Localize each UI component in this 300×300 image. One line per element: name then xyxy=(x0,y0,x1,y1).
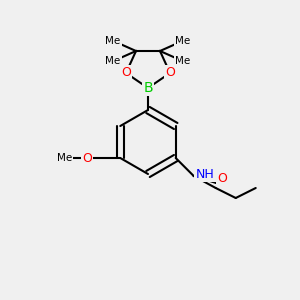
Text: Me: Me xyxy=(105,36,121,46)
Text: O: O xyxy=(121,67,131,80)
Text: O: O xyxy=(217,172,227,185)
Text: Me: Me xyxy=(176,56,190,66)
Text: O: O xyxy=(82,152,92,164)
Text: NH: NH xyxy=(196,167,214,181)
Text: Me: Me xyxy=(176,36,190,46)
Text: O: O xyxy=(165,67,175,80)
Text: B: B xyxy=(143,81,153,95)
Text: Me: Me xyxy=(105,56,121,66)
Text: Me: Me xyxy=(57,153,72,163)
